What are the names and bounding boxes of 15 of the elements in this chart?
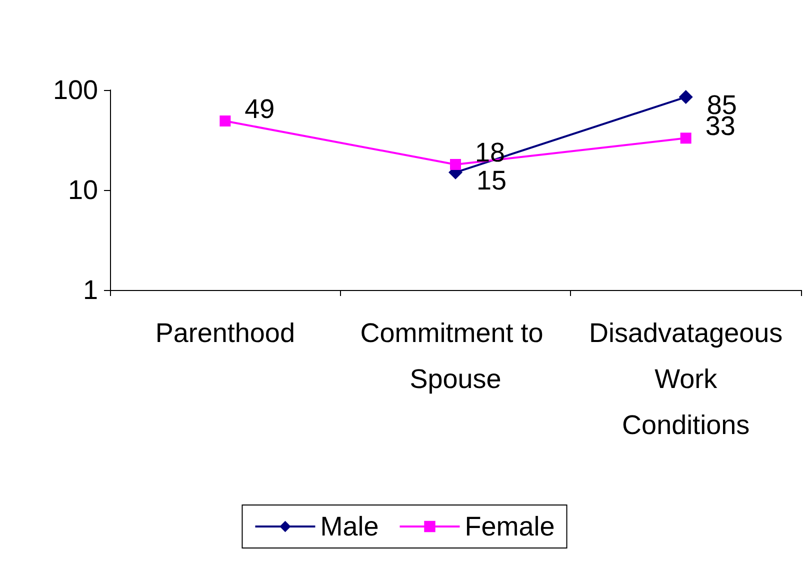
data-label: 15	[476, 165, 507, 196]
y-tick-label: 10	[68, 175, 98, 205]
x-tick-label: Parenthood	[155, 318, 295, 348]
point	[220, 115, 231, 126]
legend-label: Female	[464, 512, 555, 542]
y-tick-label: 100	[52, 75, 98, 105]
x-tick-label: Commitment to Spouse	[360, 318, 551, 394]
data-label: 49	[244, 94, 275, 124]
point	[680, 132, 692, 144]
data-label: 18	[475, 137, 506, 168]
point	[450, 158, 461, 170]
y-tick-label: 1	[82, 275, 98, 305]
x-tick-label: Disadvatageous Work Conditions	[589, 318, 783, 440]
point	[678, 90, 693, 104]
legend-label: Male	[320, 512, 379, 542]
